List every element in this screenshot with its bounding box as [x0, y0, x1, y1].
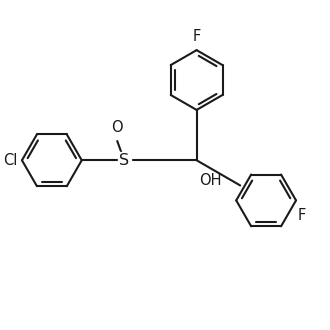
Text: O: O: [112, 120, 123, 135]
Text: Cl: Cl: [3, 153, 17, 168]
Text: S: S: [119, 153, 129, 168]
Text: F: F: [298, 208, 306, 223]
Text: OH: OH: [199, 174, 222, 188]
Text: F: F: [192, 29, 201, 45]
